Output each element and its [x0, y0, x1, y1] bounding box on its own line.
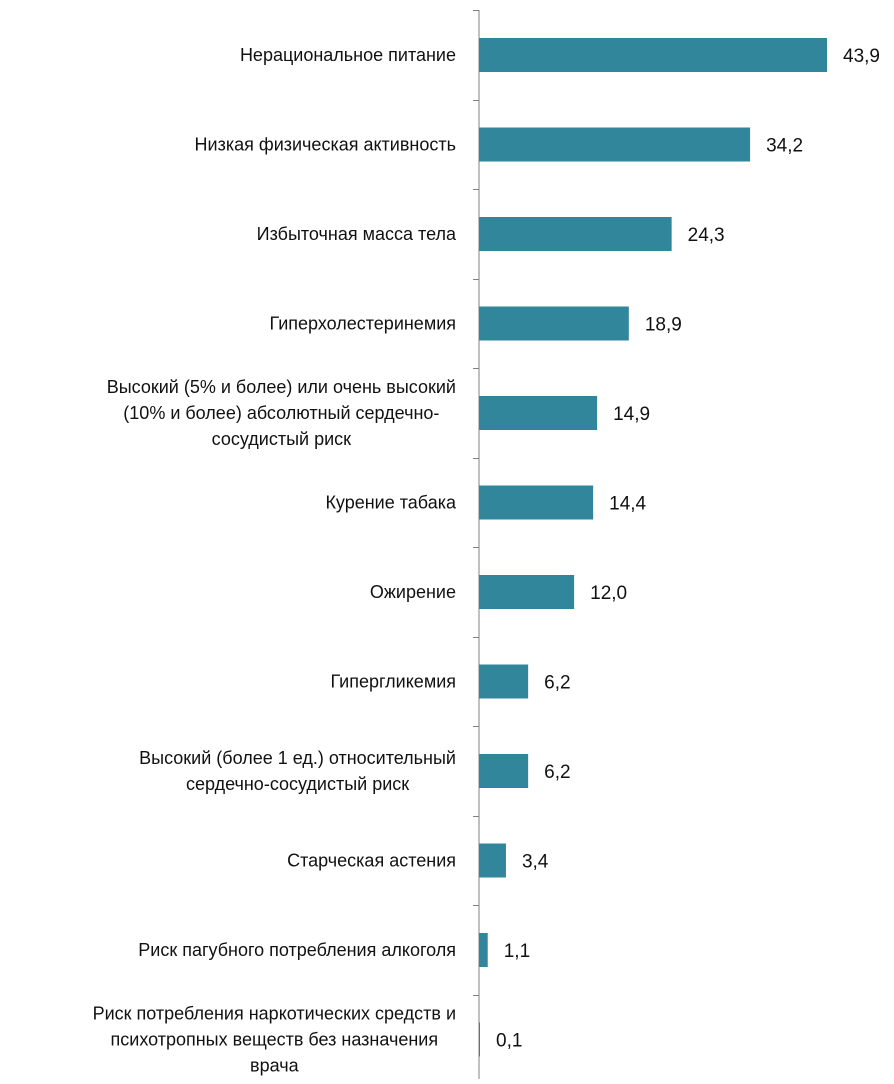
data-label: 0,1: [496, 1031, 522, 1052]
category-label: Гиперхолестеринемия: [269, 314, 456, 334]
bar: [479, 38, 827, 72]
category-label: Риск пагубного потребления алкоголя: [138, 940, 456, 960]
category-label-line: Высокий (более 1 ед.) относительный: [139, 748, 456, 768]
bar: [479, 933, 488, 967]
value-labels-layer: 43,9 34,2 24,3 18,9 14,9 14,4 12,0 6,2 6,2 3,4 1,1…: [496, 46, 880, 1052]
bar: [479, 217, 672, 251]
bar: [479, 127, 751, 162]
category-label-line: Гипергликемия: [330, 672, 456, 692]
category-label-line: сосудистый риск: [212, 429, 351, 449]
category-label-line: психотропных веществ без назначения: [111, 1030, 439, 1050]
bar: [479, 664, 529, 699]
category-labels-layer: Нерациональное питание Низкая физическая …: [93, 45, 457, 1076]
axis-layer: [473, 10, 480, 1079]
category-label-line: Старческая астения: [287, 851, 456, 871]
data-label: 3,4: [522, 852, 549, 873]
category-label-line: (10% и более) абсолютный сердечно-: [123, 403, 439, 423]
bar: [479, 306, 629, 341]
category-label: Курение табака: [325, 493, 457, 513]
data-label: 43,9: [843, 46, 880, 67]
category-label-line: Высокий (5% и более) или очень высокий: [107, 377, 456, 397]
bar: [479, 754, 529, 788]
bar: [479, 396, 598, 430]
category-label: Высокий (5% и более) или очень высокий (1…: [107, 377, 456, 449]
category-label: Низкая физическая активность: [195, 135, 456, 155]
bar: [479, 843, 506, 878]
category-label: Гипергликемия: [330, 672, 456, 692]
category-label-line: Избыточная масса тела: [257, 224, 457, 244]
bar: [479, 485, 594, 520]
bars-layer: [479, 38, 827, 1057]
category-label: Ожирение: [370, 582, 456, 602]
category-label-line: Ожирение: [370, 582, 456, 602]
category-label: Высокий (более 1 ед.) относительный серде…: [139, 748, 456, 794]
category-label: Нерациональное питание: [240, 45, 456, 65]
category-label-line: врача: [250, 1056, 300, 1076]
category-label-line: Нерациональное питание: [240, 45, 456, 65]
category-label: Старческая астения: [287, 851, 456, 871]
category-label-line: Риск потребления наркотических средств и: [93, 1004, 456, 1024]
data-label: 14,9: [613, 404, 650, 425]
category-label-line: Гиперхолестеринемия: [269, 314, 456, 334]
category-label-line: Курение табака: [325, 493, 457, 513]
data-label: 24,3: [688, 225, 725, 246]
data-label: 18,9: [645, 315, 682, 336]
category-label-line: Риск пагубного потребления алкоголя: [138, 940, 456, 960]
data-label: 6,2: [544, 762, 570, 783]
data-label: 34,2: [766, 136, 803, 157]
data-label: 14,4: [609, 494, 646, 515]
category-label-line: Низкая физическая активность: [195, 135, 456, 155]
bar: [479, 575, 575, 609]
data-label: 1,1: [504, 941, 530, 962]
bar: [479, 1022, 480, 1057]
category-label-line: сердечно-сосудистый риск: [186, 774, 409, 794]
category-label: Риск потребления наркотических средств и…: [93, 1004, 456, 1076]
category-label: Избыточная масса тела: [257, 224, 457, 244]
data-label: 12,0: [590, 583, 627, 604]
data-label: 6,2: [544, 673, 570, 694]
